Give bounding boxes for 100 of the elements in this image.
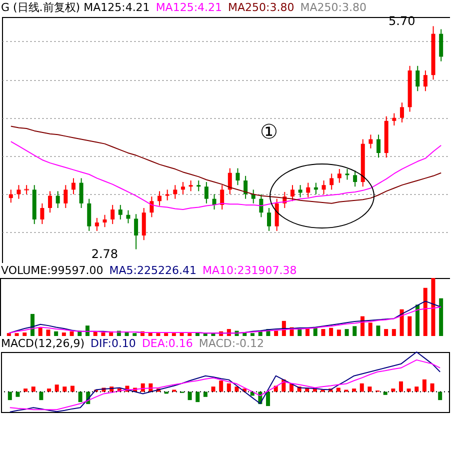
- candlestick: [102, 214, 107, 228]
- chart-subtitle: MA250:3.80: [300, 1, 366, 14]
- bar: [408, 316, 412, 336]
- bar: [423, 288, 428, 336]
- text: MA10:231907.38: [202, 264, 297, 277]
- bar: [392, 329, 396, 336]
- candlestick: [439, 28, 444, 62]
- bar: [70, 386, 74, 392]
- bar: [62, 386, 67, 392]
- bar: [31, 386, 36, 392]
- chart-subtitle: MACD:-0.12: [198, 337, 264, 350]
- bar: [298, 329, 302, 336]
- bar: [78, 392, 82, 402]
- candlestick: [56, 190, 60, 208]
- bar: [54, 331, 58, 336]
- candlestick: [220, 184, 224, 210]
- candlestick: [173, 184, 178, 200]
- candlestick: [87, 198, 92, 232]
- bar: [400, 309, 404, 336]
- bar: [406, 388, 411, 392]
- bar: [8, 392, 12, 400]
- candlestick: [24, 184, 30, 195]
- candlestick: [8, 189, 13, 204]
- bar: [196, 392, 200, 402]
- candlestick: [134, 214, 138, 250]
- bar: [38, 327, 42, 336]
- candlestick: [196, 180, 201, 192]
- text: DIF:0.10: [90, 337, 136, 350]
- bar: [22, 332, 27, 336]
- bar: [30, 314, 34, 336]
- bar: [439, 298, 444, 336]
- candlestick: [416, 65, 420, 92]
- bar: [16, 392, 20, 397]
- bar: [329, 328, 334, 336]
- bar: [336, 330, 341, 336]
- candlestick: [392, 112, 396, 126]
- text: MA250:3.80: [228, 1, 294, 14]
- candlestick: [298, 184, 302, 198]
- candlestick: [306, 182, 310, 198]
- candlestick: [322, 180, 326, 195]
- candlestick: [180, 182, 185, 195]
- text: DEA:0.16: [142, 337, 193, 350]
- bar: [416, 304, 420, 336]
- bar: [172, 333, 176, 336]
- bar: [54, 384, 59, 392]
- bar: [124, 332, 129, 336]
- candlestick: [48, 190, 52, 214]
- bar: [46, 330, 50, 336]
- bar: [414, 386, 419, 392]
- bar: [219, 380, 224, 392]
- bar: [352, 326, 357, 336]
- candlestick: [64, 184, 68, 208]
- bar: [14, 333, 19, 336]
- bar: [62, 332, 66, 336]
- bar: [422, 379, 426, 392]
- bar: [321, 329, 326, 336]
- bar: [430, 383, 434, 392]
- chart-title: VOLUME:99597.00: [1, 264, 104, 277]
- candlestick: [345, 168, 350, 180]
- bar: [70, 331, 74, 336]
- candlestick: [290, 184, 294, 202]
- bar: [398, 381, 403, 392]
- candlestick: [330, 173, 334, 190]
- bar: [431, 278, 436, 336]
- bar: [47, 388, 52, 392]
- chart-title: MACD(12,26,9): [1, 337, 85, 350]
- candlestick: [236, 168, 240, 186]
- candlestick: [353, 170, 358, 188]
- candlestick: [400, 102, 404, 123]
- candlestick: [16, 184, 21, 200]
- text: MA125:4.21: [156, 1, 222, 14]
- candlestick: [165, 189, 170, 201]
- annotation: ①: [260, 120, 278, 144]
- candlestick: [251, 189, 256, 204]
- bar: [274, 330, 278, 336]
- candlestick: [423, 70, 428, 92]
- bar: [368, 386, 372, 392]
- bar: [226, 383, 231, 392]
- bar: [24, 388, 28, 392]
- bar: [344, 329, 349, 336]
- candlestick: [259, 194, 264, 218]
- bar: [132, 333, 137, 336]
- candlestick: [40, 202, 44, 225]
- bar: [250, 333, 254, 336]
- candlestick: [94, 217, 99, 232]
- candlestick: [368, 134, 373, 149]
- candlestick: [158, 190, 162, 206]
- bar: [376, 326, 380, 336]
- bar: [360, 383, 364, 392]
- candlestick: [142, 207, 146, 241]
- bar: [188, 333, 192, 336]
- bar: [368, 322, 372, 336]
- candlestick: [110, 204, 115, 225]
- candlestick: [267, 207, 272, 232]
- bar: [39, 392, 44, 400]
- candlestick: [79, 178, 84, 208]
- bar: [384, 329, 388, 336]
- candlestick: [71, 178, 76, 195]
- bar: [211, 386, 216, 392]
- bar: [391, 388, 396, 392]
